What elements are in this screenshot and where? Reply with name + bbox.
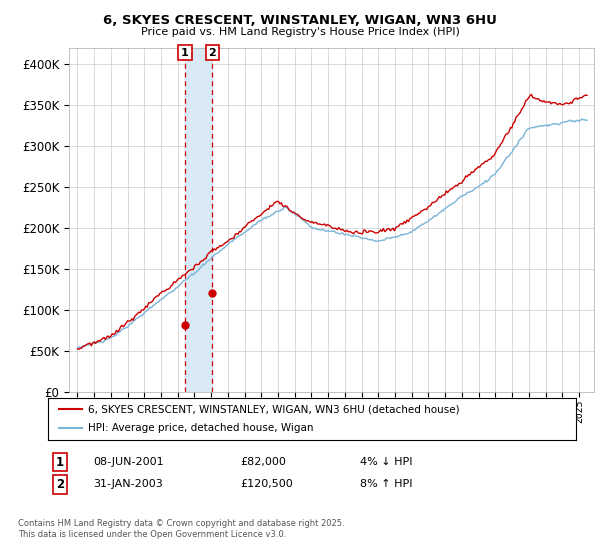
Bar — [185, 48, 212, 392]
Text: 1: 1 — [181, 48, 189, 58]
Text: 08-JUN-2001: 08-JUN-2001 — [93, 457, 164, 467]
Text: HPI: Average price, detached house, Wigan: HPI: Average price, detached house, Wiga… — [88, 423, 313, 433]
Text: £82,000: £82,000 — [240, 457, 286, 467]
Text: £120,500: £120,500 — [240, 479, 293, 489]
Text: 8% ↑ HPI: 8% ↑ HPI — [360, 479, 413, 489]
Text: 6, SKYES CRESCENT, WINSTANLEY, WIGAN, WN3 6HU: 6, SKYES CRESCENT, WINSTANLEY, WIGAN, WN… — [103, 14, 497, 27]
Text: 31-JAN-2003: 31-JAN-2003 — [93, 479, 163, 489]
Text: 1: 1 — [56, 455, 64, 469]
Text: 4% ↓ HPI: 4% ↓ HPI — [360, 457, 413, 467]
Text: Price paid vs. HM Land Registry's House Price Index (HPI): Price paid vs. HM Land Registry's House … — [140, 27, 460, 37]
Text: 6, SKYES CRESCENT, WINSTANLEY, WIGAN, WN3 6HU (detached house): 6, SKYES CRESCENT, WINSTANLEY, WIGAN, WN… — [88, 404, 459, 414]
Text: Contains HM Land Registry data © Crown copyright and database right 2025.
This d: Contains HM Land Registry data © Crown c… — [18, 520, 344, 539]
Text: 2: 2 — [209, 48, 217, 58]
Text: 2: 2 — [56, 478, 64, 491]
